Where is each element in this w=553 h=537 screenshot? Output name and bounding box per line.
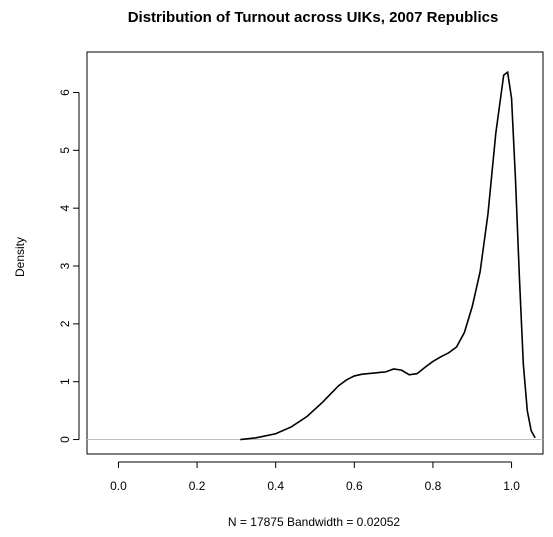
x-axis-label: N = 17875 Bandwidth = 0.02052	[228, 515, 400, 529]
y-tick-label: 3	[58, 262, 72, 269]
y-tick-label: 0	[58, 436, 72, 443]
y-tick-label: 5	[58, 147, 72, 154]
x-tick-label: 0.6	[346, 479, 363, 493]
y-axis: 0 1 2 3 4 5 6	[58, 89, 80, 443]
x-tick-label: 0.4	[267, 479, 284, 493]
y-axis-label: Density	[13, 237, 27, 277]
density-curve	[240, 70, 536, 441]
y-tick-label: 2	[58, 320, 72, 327]
y-tick-label: 6	[58, 89, 72, 96]
x-tick-label: 0.2	[189, 479, 206, 493]
x-tick-label: 0.0	[110, 479, 127, 493]
x-tick-label: 1.0	[503, 479, 520, 493]
x-axis: 0.0 0.2 0.4 0.6 0.8 1.0	[110, 461, 520, 493]
y-tick-label: 4	[58, 205, 72, 212]
chart-title: Distribution of Turnout across UIKs, 200…	[128, 9, 499, 26]
plot-box	[86, 51, 544, 455]
y-tick-label: 1	[58, 378, 72, 385]
x-tick-label: 0.8	[425, 479, 442, 493]
